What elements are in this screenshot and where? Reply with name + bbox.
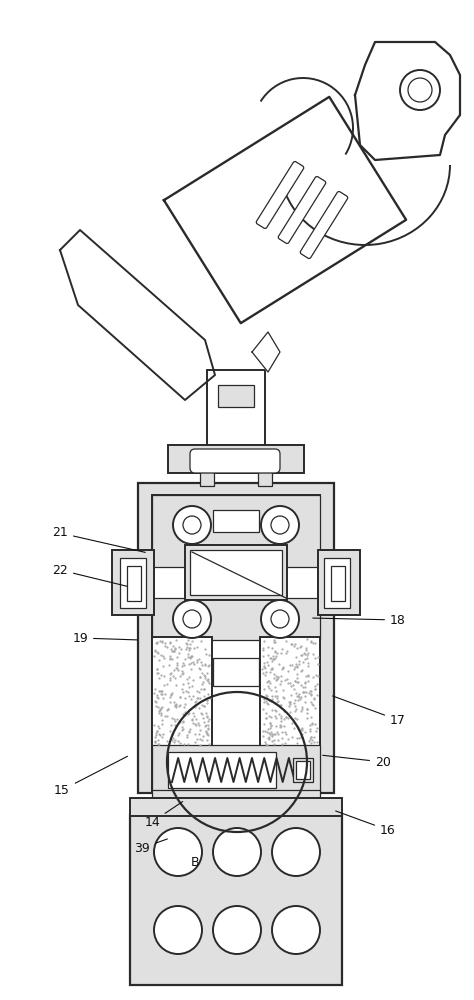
Circle shape <box>261 600 299 638</box>
Bar <box>152 637 212 747</box>
Circle shape <box>272 828 320 876</box>
FancyBboxPatch shape <box>278 176 326 244</box>
Text: 14: 14 <box>144 802 182 828</box>
Circle shape <box>173 600 211 638</box>
Bar <box>318 550 360 615</box>
Circle shape <box>261 506 299 544</box>
Bar <box>152 745 320 793</box>
Bar <box>218 385 254 407</box>
Bar <box>152 790 320 798</box>
Bar <box>258 472 272 486</box>
Text: 21: 21 <box>52 526 146 552</box>
Bar <box>293 758 313 782</box>
Circle shape <box>408 78 432 102</box>
Bar <box>200 472 214 486</box>
Circle shape <box>271 610 289 628</box>
Bar <box>130 815 342 985</box>
Text: 17: 17 <box>333 696 406 726</box>
Circle shape <box>213 906 261 954</box>
FancyBboxPatch shape <box>190 449 280 473</box>
Polygon shape <box>355 42 460 160</box>
Text: 15: 15 <box>54 756 128 796</box>
Bar <box>168 752 276 788</box>
Text: 22: 22 <box>52 564 128 586</box>
Polygon shape <box>252 332 280 372</box>
Circle shape <box>183 610 201 628</box>
Bar <box>260 637 320 747</box>
Bar <box>324 558 350 608</box>
Text: 20: 20 <box>323 755 391 768</box>
Text: 19: 19 <box>72 632 137 645</box>
FancyBboxPatch shape <box>256 161 304 229</box>
Circle shape <box>271 516 289 534</box>
Bar <box>152 495 320 793</box>
Bar <box>207 370 265 450</box>
Text: B: B <box>191 856 199 868</box>
Bar <box>213 658 259 686</box>
Bar <box>130 798 342 816</box>
Text: 18: 18 <box>313 613 406 626</box>
Bar <box>152 495 320 567</box>
Bar <box>185 545 287 600</box>
Polygon shape <box>60 230 215 400</box>
Bar <box>213 510 259 532</box>
Circle shape <box>272 906 320 954</box>
Text: 16: 16 <box>336 811 396 836</box>
Bar <box>296 761 310 779</box>
Polygon shape <box>164 97 406 323</box>
Bar <box>168 445 304 473</box>
Text: 39: 39 <box>134 839 167 854</box>
Bar <box>138 483 334 793</box>
Circle shape <box>154 828 202 876</box>
Circle shape <box>173 506 211 544</box>
Bar <box>127 566 141 601</box>
Bar <box>112 550 154 615</box>
Circle shape <box>400 70 440 110</box>
FancyBboxPatch shape <box>300 191 348 259</box>
Bar <box>190 550 282 595</box>
Circle shape <box>183 516 201 534</box>
Bar <box>152 598 320 640</box>
Bar <box>120 558 146 608</box>
Circle shape <box>154 906 202 954</box>
Circle shape <box>213 828 261 876</box>
Bar <box>331 566 345 601</box>
